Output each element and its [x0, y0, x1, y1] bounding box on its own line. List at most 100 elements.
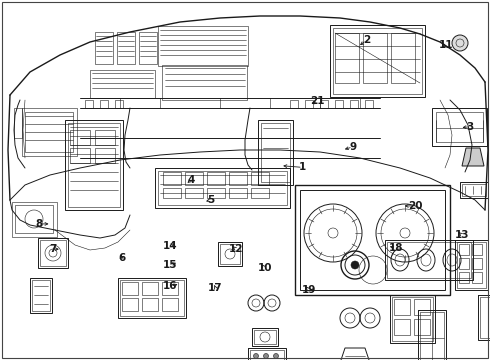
Bar	[290, 100, 298, 108]
Bar	[472, 272, 482, 283]
Bar	[459, 258, 469, 269]
Bar	[418, 310, 446, 360]
Bar	[32, 280, 50, 311]
Bar	[335, 100, 343, 108]
Text: 15: 15	[163, 260, 178, 270]
Bar	[142, 282, 158, 295]
Bar	[248, 348, 286, 360]
Bar	[436, 112, 483, 142]
Bar	[229, 188, 247, 198]
Bar	[22, 108, 77, 156]
Bar	[162, 282, 178, 295]
Text: 16: 16	[163, 281, 178, 291]
Bar	[117, 32, 135, 64]
Bar	[365, 100, 373, 108]
Text: 9: 9	[349, 142, 356, 152]
Bar	[363, 33, 387, 83]
Bar	[295, 185, 450, 295]
Bar	[158, 171, 287, 205]
Bar	[185, 172, 203, 185]
Text: 6: 6	[118, 253, 125, 264]
Bar	[390, 295, 435, 343]
Polygon shape	[462, 148, 484, 166]
Bar	[392, 297, 433, 341]
Bar	[115, 100, 123, 108]
Text: 11: 11	[439, 40, 453, 50]
Bar	[394, 299, 410, 315]
Text: 14: 14	[163, 240, 178, 251]
Bar	[142, 298, 158, 311]
Bar	[254, 330, 276, 344]
Text: 4: 4	[187, 175, 195, 185]
Bar	[258, 120, 293, 185]
Bar	[118, 278, 186, 318]
Ellipse shape	[351, 261, 359, 269]
Bar	[158, 26, 248, 66]
Bar	[229, 172, 247, 185]
Ellipse shape	[452, 35, 468, 51]
Bar	[207, 188, 225, 198]
Bar	[330, 25, 425, 97]
Bar	[335, 33, 359, 83]
Bar	[251, 188, 269, 198]
Bar	[122, 298, 138, 311]
Text: 20: 20	[408, 201, 423, 211]
Bar	[85, 100, 93, 108]
Ellipse shape	[264, 354, 269, 359]
Bar	[95, 32, 113, 64]
Bar	[139, 32, 157, 64]
Text: 19: 19	[301, 285, 316, 295]
Bar	[90, 70, 155, 98]
Bar	[162, 298, 178, 311]
Bar	[95, 130, 115, 145]
Bar	[122, 282, 138, 295]
Bar	[462, 184, 486, 196]
Text: 3: 3	[467, 122, 474, 132]
Ellipse shape	[253, 354, 259, 359]
Bar	[261, 123, 290, 182]
Text: 21: 21	[310, 96, 325, 106]
Bar	[218, 242, 242, 266]
Bar	[480, 297, 490, 338]
Text: 13: 13	[454, 230, 469, 240]
Bar	[251, 172, 269, 185]
Bar	[457, 242, 486, 288]
Bar	[163, 172, 181, 185]
Bar	[38, 238, 68, 268]
Bar	[40, 240, 66, 266]
Bar	[333, 28, 422, 94]
Bar	[420, 312, 444, 360]
Bar	[459, 244, 469, 255]
Bar	[70, 130, 90, 145]
Text: 18: 18	[389, 243, 403, 253]
Bar	[65, 120, 123, 210]
Text: 5: 5	[207, 195, 214, 205]
Text: 7: 7	[49, 244, 57, 254]
Bar	[120, 280, 184, 316]
Bar	[414, 319, 430, 335]
Bar	[100, 100, 108, 108]
Bar	[455, 240, 488, 290]
Text: 10: 10	[257, 263, 272, 273]
Bar	[350, 100, 358, 108]
Bar	[414, 299, 430, 315]
Text: 1: 1	[299, 162, 306, 172]
Bar	[252, 328, 278, 346]
Bar	[207, 172, 225, 185]
Bar	[320, 100, 328, 108]
Bar	[162, 65, 247, 100]
Ellipse shape	[273, 354, 278, 359]
Bar	[220, 244, 240, 264]
Bar	[185, 188, 203, 198]
Bar	[95, 148, 115, 163]
Bar	[12, 202, 57, 237]
Bar	[250, 350, 284, 360]
Bar	[163, 188, 181, 198]
Bar	[70, 148, 90, 163]
Bar	[30, 278, 52, 313]
Bar	[300, 190, 445, 290]
Bar	[394, 319, 410, 335]
Bar	[472, 244, 482, 255]
Bar	[14, 108, 22, 138]
Bar	[432, 108, 487, 146]
